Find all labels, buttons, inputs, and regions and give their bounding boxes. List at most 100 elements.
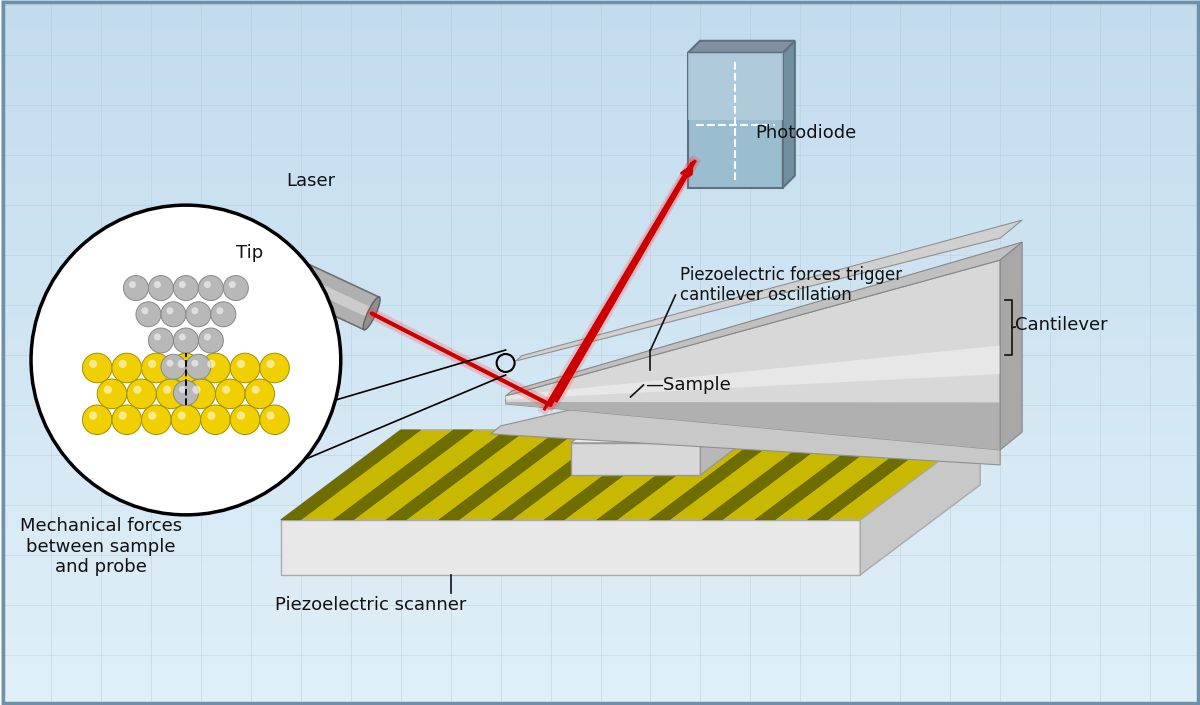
Bar	[1, 370, 1200, 376]
Polygon shape	[439, 430, 578, 520]
Bar	[1, 18, 1200, 24]
Bar	[1, 358, 1200, 364]
Circle shape	[142, 307, 149, 314]
Bar	[1, 482, 1200, 487]
Polygon shape	[860, 430, 980, 575]
Bar	[1, 587, 1200, 593]
Bar	[1, 323, 1200, 329]
Bar	[1, 24, 1200, 30]
Bar	[1, 558, 1200, 564]
Bar	[1, 446, 1200, 453]
Circle shape	[260, 353, 289, 383]
Circle shape	[174, 381, 198, 405]
Bar	[1, 317, 1200, 323]
Bar	[1, 699, 1200, 705]
Circle shape	[179, 333, 186, 341]
Bar	[1, 693, 1200, 699]
Polygon shape	[701, 405, 750, 475]
Text: Piezoelectric forces trigger
cantilever oscillation: Piezoelectric forces trigger cantilever …	[680, 266, 902, 305]
Polygon shape	[281, 430, 980, 520]
Polygon shape	[228, 234, 379, 330]
Circle shape	[31, 205, 341, 515]
Bar	[1, 552, 1200, 558]
Polygon shape	[505, 345, 1000, 400]
Bar	[1, 670, 1200, 675]
Bar	[1, 106, 1200, 112]
Circle shape	[112, 353, 142, 383]
Circle shape	[186, 354, 211, 379]
Bar	[1, 70, 1200, 77]
Circle shape	[245, 379, 275, 409]
Bar	[1, 276, 1200, 282]
Bar	[1, 300, 1200, 305]
Bar	[1, 77, 1200, 82]
Circle shape	[148, 412, 156, 419]
Bar	[1, 611, 1200, 617]
Circle shape	[112, 405, 142, 434]
Bar	[1, 570, 1200, 575]
Bar	[1, 658, 1200, 663]
Circle shape	[149, 328, 174, 353]
Bar	[1, 634, 1200, 640]
Bar	[1, 329, 1200, 335]
Polygon shape	[545, 430, 684, 520]
Bar	[1, 540, 1200, 546]
Circle shape	[103, 386, 112, 394]
Bar	[1, 12, 1200, 18]
Circle shape	[216, 307, 223, 314]
Bar	[1, 35, 1200, 42]
Bar	[1, 194, 1200, 200]
Bar	[1, 206, 1200, 212]
Text: Piezoelectric scanner: Piezoelectric scanner	[275, 596, 467, 614]
Bar	[1, 153, 1200, 159]
Circle shape	[198, 276, 223, 300]
Circle shape	[230, 405, 260, 434]
Circle shape	[127, 379, 156, 409]
Circle shape	[191, 360, 198, 367]
Bar	[1, 147, 1200, 153]
Circle shape	[260, 405, 289, 434]
Bar	[1, 100, 1200, 106]
Bar	[1, 546, 1200, 552]
Circle shape	[174, 328, 198, 353]
Bar	[1, 675, 1200, 681]
Polygon shape	[516, 220, 1022, 361]
Bar	[1, 499, 1200, 505]
Text: —Sample: —Sample	[646, 376, 731, 394]
Ellipse shape	[228, 233, 245, 266]
Bar	[1, 312, 1200, 317]
Bar	[1, 534, 1200, 540]
Circle shape	[154, 333, 161, 341]
Circle shape	[149, 276, 174, 300]
Bar	[1, 393, 1200, 400]
Bar	[1, 212, 1200, 218]
Bar	[1, 423, 1200, 429]
Bar	[1, 382, 1200, 388]
Text: Cantilever: Cantilever	[1015, 316, 1108, 334]
Bar	[1, 376, 1200, 382]
Bar	[1, 663, 1200, 670]
Bar	[1, 130, 1200, 135]
Circle shape	[230, 353, 260, 383]
Bar	[1, 264, 1200, 270]
Circle shape	[178, 412, 186, 419]
Circle shape	[229, 281, 236, 288]
Bar	[1, 235, 1200, 241]
Circle shape	[89, 360, 97, 368]
Polygon shape	[570, 443, 701, 475]
Bar	[1, 247, 1200, 252]
Bar	[1, 476, 1200, 482]
Bar	[1, 288, 1200, 294]
Bar	[1, 171, 1200, 176]
Bar	[1, 141, 1200, 147]
Bar	[1, 582, 1200, 587]
Bar	[1, 575, 1200, 582]
Bar	[1, 59, 1200, 65]
Bar	[1, 6, 1200, 12]
Bar	[1, 159, 1200, 165]
Circle shape	[200, 405, 230, 434]
Bar	[1, 429, 1200, 435]
Text: Tip: Tip	[236, 244, 263, 262]
Polygon shape	[808, 430, 948, 520]
Polygon shape	[782, 41, 794, 188]
